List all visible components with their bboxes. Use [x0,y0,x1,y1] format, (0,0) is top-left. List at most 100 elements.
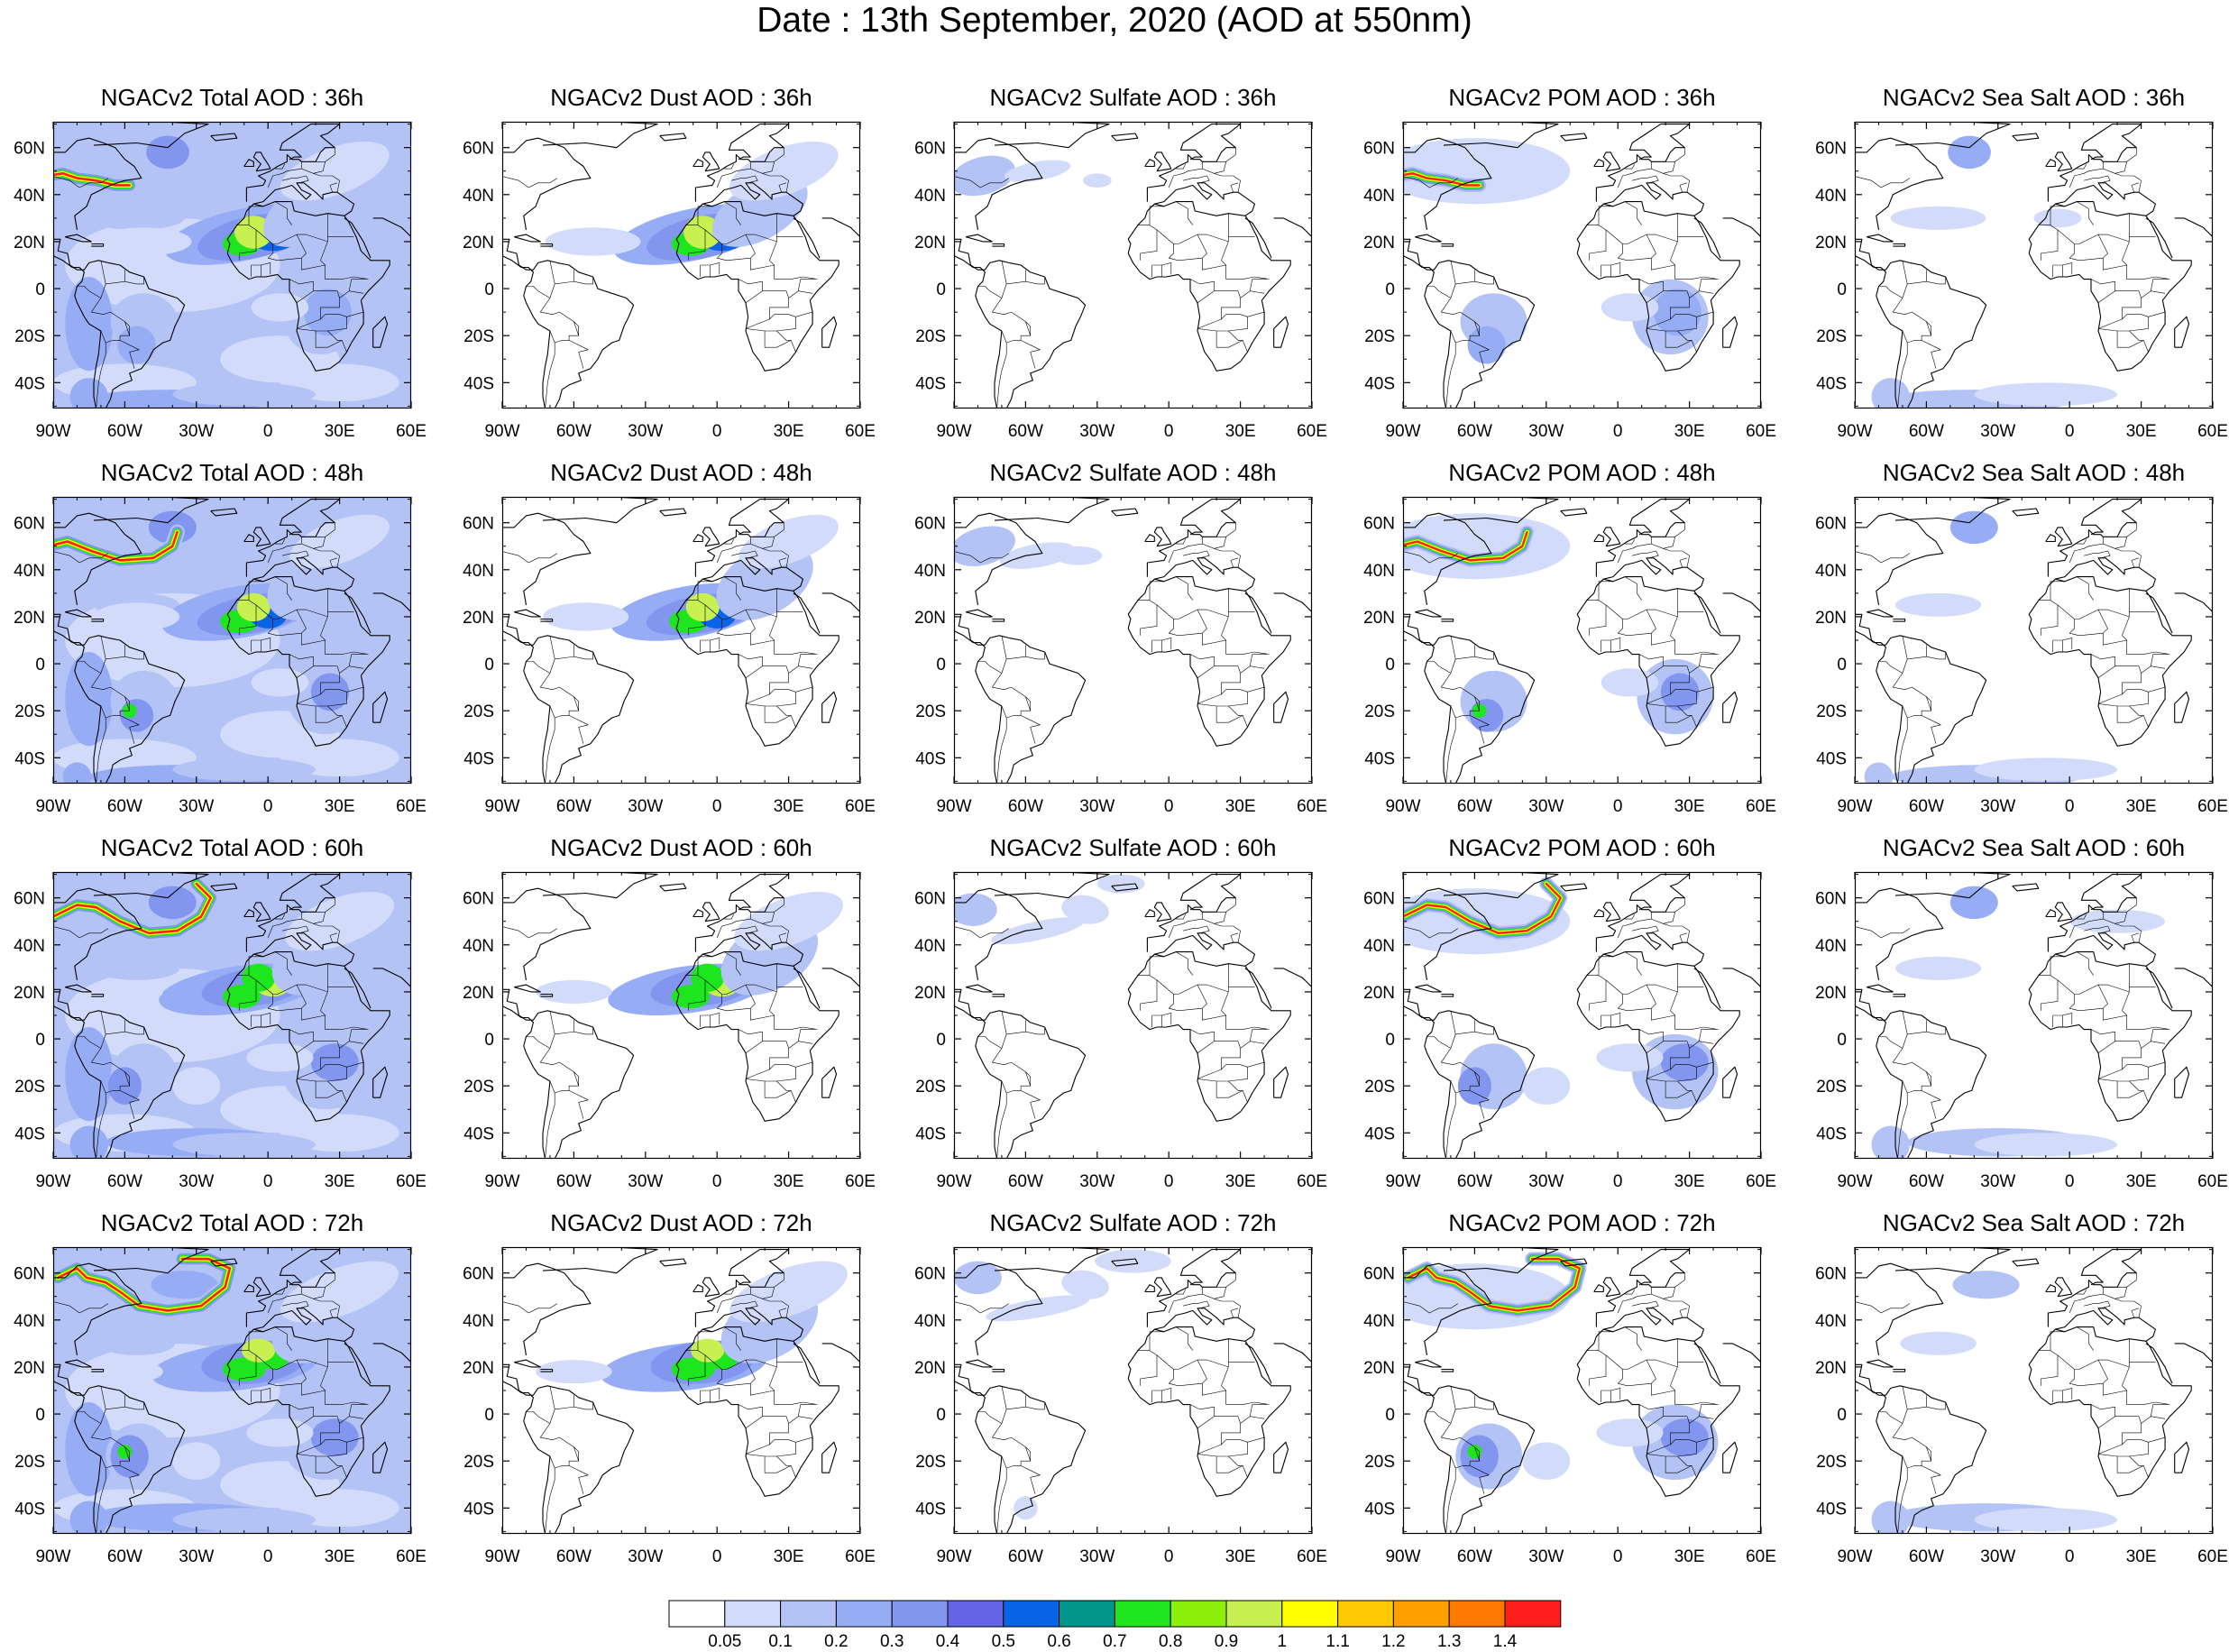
lat-tick-label: 40S [1816,1124,1847,1143]
country-border [2076,951,2094,976]
coastline [502,512,592,605]
aod-field-patch [954,1261,1002,1295]
lat-tick-label: 0 [936,1406,946,1425]
colorbar-label: 0.1 [768,1632,793,1651]
panel-title: NGACv2 Total AOD : 36h [100,84,364,111]
country-border [778,1308,787,1318]
coastline [1693,592,1721,634]
coastline [1146,874,1242,952]
aod-field-patch [242,1338,276,1363]
country-border [1426,1036,1452,1049]
panel-title: NGACv2 Dust AOD : 48h [550,459,812,486]
coastline [702,182,804,216]
aod-field-patch [251,293,309,322]
country-border [1625,163,1635,170]
country-border [738,279,763,303]
aod-field-patch [151,1271,218,1299]
coastline [252,902,271,922]
lat-tick-label: 60N [1815,1265,1847,1284]
lat-tick-label: 40S [915,1500,946,1519]
country-border [1440,283,1490,369]
country-border [745,609,756,634]
country-border [697,206,712,225]
coastline [91,243,105,247]
panel-title: NGACv2 Sulfate AOD : 72h [989,1209,1277,1236]
panel-title: NGACv2 Sea Salt AOD : 72h [1882,1209,2186,1236]
aod-field-patch [990,917,1085,945]
country-border [2038,213,2130,244]
coastline [1855,613,1987,784]
lat-tick-label: 40N [1815,1312,1847,1331]
lon-tick-label: 30E [325,797,355,816]
country-border [1926,696,1931,711]
aod-field-patch [1894,592,1982,617]
coastline [1603,932,1705,967]
coastline [2054,527,2073,547]
country-border [267,619,369,655]
country-border [549,1010,574,1035]
colorbar-label: 1.1 [1325,1632,1350,1651]
country-border [1601,1014,1611,1027]
country-border [1025,1071,1031,1087]
map-panel: 90W 60W 30W 0 30E 60E 60N 40N 20N 0 20S 40S [914,1246,1327,1566]
lon-tick-label: 90W [1385,797,1420,816]
aod-field-patch [285,891,394,951]
lat-tick-label: 40S [463,1124,494,1143]
country-border [2076,201,2094,225]
country-border [2116,331,2149,353]
country-border [329,932,338,943]
country-border [2068,994,2170,1030]
country-border [769,1064,796,1070]
country-border [1646,1436,1714,1457]
coastline [2145,968,2173,1009]
country-border [2103,536,2128,549]
lat-tick-label: 40S [463,374,494,393]
map-panel: 90W 60W 30W 0 30E 60E 60N 40N 20N 0 20S 40S [914,871,1327,1191]
country-border [1161,1013,1172,1025]
map-panel: 90W 60W 30W 0 30E 60E 60N 40N 20N 0 20S 40S [1815,1246,2228,1566]
coastline [821,592,860,613]
country-border [1228,1455,1243,1466]
aod-field-patch [1949,510,1998,545]
lon-tick-label: 90W [484,1172,519,1191]
country-border [1897,1080,1908,1159]
coastline [1560,1258,1588,1267]
figure-title: Date : 13th September, 2020 (AOD at 550n… [757,1,1472,40]
country-border [1617,1369,1719,1405]
lon-tick-label: 0 [263,1547,273,1566]
country-border [1197,1300,1210,1309]
country-border [1221,241,1229,266]
coastline [992,993,1005,997]
lat-tick-label: 20S [14,1453,45,1472]
coastline [954,887,1043,980]
coastline [2045,159,2056,168]
country-border [1006,340,1022,344]
lat-tick-label: 0 [936,1031,946,1050]
lat-tick-label: 20S [1364,1078,1395,1097]
coastline [702,557,804,592]
country-border [2141,665,2166,674]
coastline [1855,887,1944,980]
panel-title: NGACv2 Sea Salt AOD : 36h [1882,84,2186,111]
lat-tick-label: 40N [14,1312,45,1331]
coastlines [1403,872,1761,1159]
coastline [53,1363,186,1534]
country-border [2038,963,2130,995]
aod-field-patch [954,155,1015,197]
country-border [549,635,574,660]
coastline [675,201,839,372]
country-border [1001,260,1026,285]
lon-tick-label: 60E [1746,1172,1776,1191]
country-border [2097,1061,2166,1082]
country-border [2126,1272,2137,1288]
coastline [821,217,860,238]
coastline [1576,576,1740,747]
coastline [994,872,1110,899]
aod-field-patch [172,1508,316,1532]
aod-field-patch [1974,1133,2118,1157]
country-border [2068,619,2170,655]
lon-tick-label: 30W [1079,1172,1114,1191]
country-border [750,536,775,549]
colorbar-label: 0.8 [1158,1632,1183,1651]
